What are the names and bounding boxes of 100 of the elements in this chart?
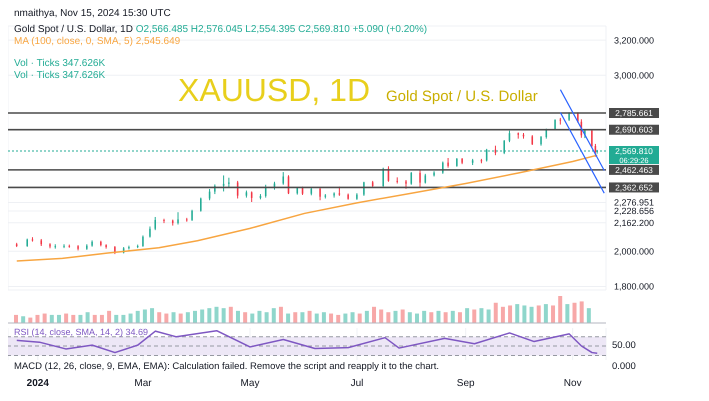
ref-line-label: 2,462.463 — [615, 164, 654, 175]
bar — [157, 312, 162, 323]
bar — [314, 314, 319, 323]
bar — [214, 306, 218, 323]
candlestick — [591, 129, 593, 148]
bar — [386, 312, 390, 323]
candlestick — [531, 134, 534, 146]
bar — [536, 305, 541, 323]
bar — [508, 305, 512, 323]
candlestick — [447, 158, 449, 168]
line-series — [16, 154, 598, 262]
bar — [35, 314, 40, 323]
bar — [343, 314, 348, 323]
candlestick — [250, 190, 252, 202]
bar — [322, 312, 326, 323]
bar — [364, 310, 369, 323]
ref-line-label: 2,362.652 — [615, 182, 654, 192]
bar — [100, 314, 104, 323]
ref-line-label: 2,785.661 — [615, 108, 654, 118]
bar — [121, 314, 126, 323]
bar — [278, 306, 283, 323]
bar — [336, 314, 340, 323]
ref-line-label: 2,569.810 — [615, 146, 654, 156]
bar — [193, 310, 198, 323]
candlestick — [228, 177, 230, 188]
y-tick-label: 3,200.000 — [614, 35, 654, 46]
bar — [472, 310, 476, 323]
bar — [272, 308, 276, 323]
bar — [257, 310, 262, 323]
bar — [544, 304, 548, 323]
bar — [50, 314, 54, 323]
candlestick — [142, 234, 144, 248]
annotation: Vol · Ticks 347.626K — [14, 70, 106, 81]
candlestick — [508, 130, 510, 143]
y-tick-label: 2,276.951 — [614, 198, 654, 208]
bar — [500, 306, 505, 323]
bar — [14, 314, 18, 323]
text: 0.000 — [612, 361, 636, 372]
bar — [565, 304, 570, 323]
bar — [107, 310, 112, 323]
bar — [572, 302, 577, 323]
x-tick-label: Jul — [350, 378, 364, 389]
candlestick — [154, 216, 156, 231]
bar — [92, 314, 97, 323]
bar — [136, 310, 140, 323]
bar — [64, 314, 68, 323]
text: nmaithya, Nov 15, 2024 15:30 UTC — [14, 8, 171, 19]
candlestick — [494, 145, 496, 156]
bar — [164, 314, 168, 323]
bar — [56, 314, 61, 323]
series-label: RSI (14, close, SMA, 14, 2) 34.69 — [14, 327, 148, 337]
bar — [429, 312, 434, 323]
bar — [236, 310, 240, 323]
bar — [329, 314, 334, 323]
bar — [286, 314, 290, 323]
bar — [71, 314, 76, 323]
y-tick-label: 2,162.200 — [614, 218, 654, 228]
bar — [530, 306, 534, 323]
y-tick-label: 1,800.000 — [614, 282, 654, 292]
bar — [207, 308, 212, 323]
bar — [558, 296, 562, 323]
annotation: Gold Spot / U.S. Dollar, 1D — [14, 24, 133, 35]
bar — [200, 310, 204, 323]
bar — [186, 312, 190, 323]
annotation: O2,566.485 H2,576.045 L2,554.395 C2,569.810 +5.090 (+0.20%) — [136, 24, 428, 35]
candlestick — [410, 172, 412, 186]
text: MACD (12, 26, close, 9, EMA, EMA): Calculation failed. Remove the script and reapply it to the chart. — [14, 361, 440, 372]
candlestick — [191, 209, 193, 222]
bar — [444, 312, 448, 323]
bar — [394, 310, 398, 323]
bar — [228, 306, 233, 323]
bar — [479, 308, 484, 323]
bar — [422, 310, 426, 323]
bar — [293, 312, 298, 323]
bar — [178, 314, 183, 323]
bar — [78, 314, 82, 323]
bar — [494, 302, 498, 323]
ref-line-label: 2,690.603 — [615, 124, 654, 135]
candlestick — [208, 188, 210, 201]
bar — [86, 312, 90, 323]
bar — [142, 310, 147, 323]
bar — [358, 314, 362, 323]
bar — [551, 305, 556, 323]
bar — [243, 312, 248, 323]
candlestick — [594, 143, 596, 158]
bar — [458, 312, 462, 323]
bar — [350, 312, 355, 323]
bar — [414, 314, 419, 323]
x-tick-label: Nov — [564, 378, 582, 389]
candlestick — [200, 197, 202, 212]
bar — [172, 312, 176, 323]
bar — [465, 308, 470, 323]
bar — [300, 312, 304, 323]
candlestick — [540, 136, 542, 146]
candlestick — [282, 172, 284, 186]
bar — [486, 310, 491, 323]
bar — [580, 301, 584, 323]
bar — [379, 310, 384, 323]
bar — [250, 314, 254, 323]
x-tick-label: Sep — [456, 378, 476, 389]
